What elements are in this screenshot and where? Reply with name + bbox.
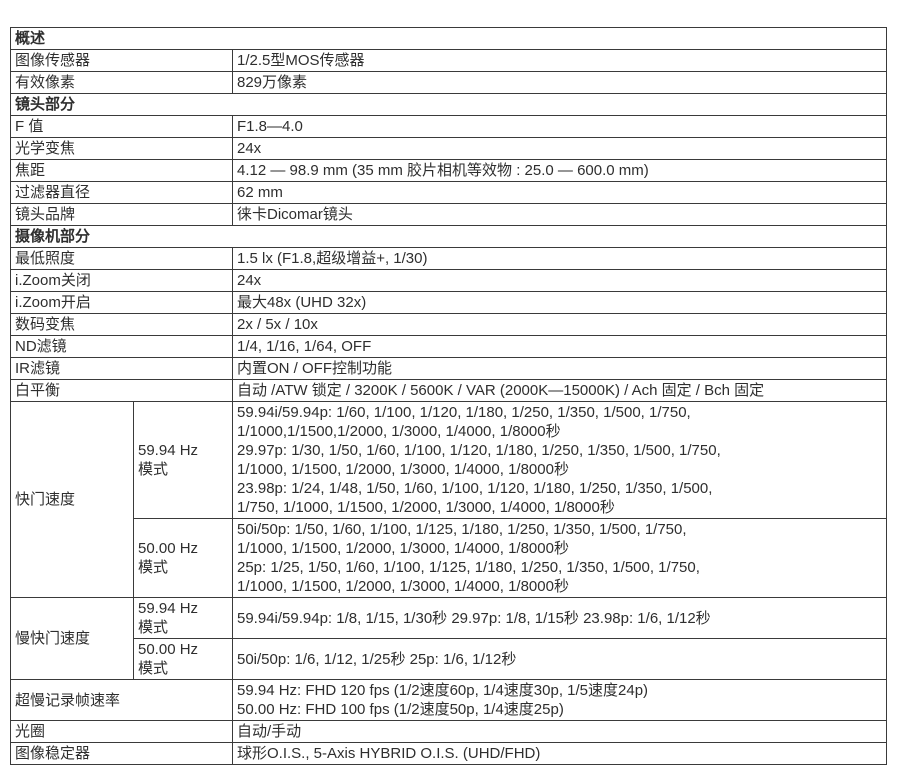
spec-label-sensor: 图像传感器 <box>10 49 233 72</box>
spec-row-pixels: 有效像素 829万像素 <box>10 71 888 94</box>
spec-label-iris: 光圈 <box>10 720 233 743</box>
spec-row-nd-filter: ND滤镜 1/4, 1/16, 1/64, OFF <box>10 335 888 358</box>
spec-value-slow-shutter-5000: 50i/50p: 1/6, 1/12, 1/25秒 25p: 1/6, 1/12… <box>231 638 888 680</box>
spec-row-iris: 光圈 自动/手动 <box>10 720 888 743</box>
spec-value-izoom-on: 最大48x (UHD 32x) <box>231 291 888 314</box>
spec-label-shutter-speed: 快门速度 <box>10 401 134 598</box>
spec-sublabel-shutter-5000: 50.00 Hz 模式 <box>133 518 233 598</box>
spec-row-filter-diameter: 过滤器直径 62 mm <box>10 181 888 204</box>
spec-value-pixels: 829万像素 <box>231 71 888 94</box>
spec-label-min-illumination: 最低照度 <box>10 247 233 270</box>
spec-value-slow-shutter-5994: 59.94i/59.94p: 1/8, 1/15, 1/30秒 29.97p: … <box>231 597 888 639</box>
spec-label-ir-filter: IR滤镜 <box>10 357 233 380</box>
spec-label-stabilizer: 图像稳定器 <box>10 742 233 765</box>
spec-label-pixels: 有效像素 <box>10 71 233 94</box>
spec-table: 概述 图像传感器 1/2.5型MOS传感器 有效像素 829万像素 镜头部分 F… <box>9 27 888 765</box>
spec-row-min-illumination: 最低照度 1.5 lx (F1.8,超级增益+, 1/30) <box>10 247 888 270</box>
section-row-overview: 概述 <box>9 27 888 50</box>
spec-row-izoom-off: i.Zoom关闭 24x <box>10 269 888 292</box>
spec-value-stabilizer: 球形O.I.S., 5-Axis HYBRID O.I.S. (UHD/FHD) <box>231 742 888 765</box>
spec-sheet: 概述 图像传感器 1/2.5型MOS传感器 有效像素 829万像素 镜头部分 F… <box>9 27 888 765</box>
section-row-lens: 镜头部分 <box>9 93 888 116</box>
spec-label-f-value: F 值 <box>10 115 233 138</box>
spec-row-lens-brand: 镜头品牌 徕卡Dicomar镜头 <box>10 203 888 226</box>
spec-sublabel-slow-shutter-5994: 59.94 Hz 模式 <box>133 597 233 639</box>
spec-value-f-value: F1.8—4.0 <box>231 115 888 138</box>
spec-label-lens-brand: 镜头品牌 <box>10 203 233 226</box>
spec-row-sensor: 图像传感器 1/2.5型MOS传感器 <box>10 49 888 72</box>
spec-value-ir-filter: 内置ON / OFF控制功能 <box>231 357 888 380</box>
spec-row-stabilizer: 图像稳定器 球形O.I.S., 5-Axis HYBRID O.I.S. (UH… <box>10 742 888 765</box>
spec-sublabel-slow-shutter-5000: 50.00 Hz 模式 <box>133 638 233 680</box>
spec-row-f-value: F 值 F1.8—4.0 <box>10 115 888 138</box>
spec-label-izoom-off: i.Zoom关闭 <box>10 269 233 292</box>
spec-label-digital-zoom: 数码变焦 <box>10 313 233 336</box>
spec-row-super-slow: 超慢记录帧速率 59.94 Hz: FHD 120 fps (1/2速度60p,… <box>10 679 888 721</box>
spec-value-shutter-5994: 59.94i/59.94p: 1/60, 1/100, 1/120, 1/180… <box>231 401 888 519</box>
spec-label-optical-zoom: 光学变焦 <box>10 137 233 160</box>
spec-label-filter-diameter: 过滤器直径 <box>10 181 233 204</box>
spec-value-optical-zoom: 24x <box>231 137 888 160</box>
section-row-camera: 摄像机部分 <box>9 225 888 248</box>
spec-row-focal-length: 焦距 4.12 — 98.9 mm (35 mm 胶片相机等效物 : 25.0 … <box>10 159 888 182</box>
section-header-camera: 摄像机部分 <box>9 225 888 248</box>
spec-value-digital-zoom: 2x / 5x / 10x <box>231 313 888 336</box>
spec-row-digital-zoom: 数码变焦 2x / 5x / 10x <box>10 313 888 336</box>
spec-label-nd-filter: ND滤镜 <box>10 335 233 358</box>
spec-value-focal-length: 4.12 — 98.9 mm (35 mm 胶片相机等效物 : 25.0 — 6… <box>231 159 888 182</box>
spec-value-super-slow: 59.94 Hz: FHD 120 fps (1/2速度60p, 1/4速度30… <box>231 679 888 721</box>
spec-value-white-balance: 自动 /ATW 锁定 / 3200K / 5600K / VAR (2000K—… <box>231 379 888 402</box>
spec-row-ir-filter: IR滤镜 内置ON / OFF控制功能 <box>10 357 888 380</box>
spec-label-super-slow: 超慢记录帧速率 <box>10 679 233 721</box>
spec-label-izoom-on: i.Zoom开启 <box>10 291 233 314</box>
section-header-overview: 概述 <box>9 27 888 50</box>
section-header-lens: 镜头部分 <box>9 93 888 116</box>
spec-value-sensor: 1/2.5型MOS传感器 <box>231 49 888 72</box>
spec-value-min-illumination: 1.5 lx (F1.8,超级增益+, 1/30) <box>231 247 888 270</box>
spec-row-shutter-5000: 50.00 Hz 模式 50i/50p: 1/50, 1/60, 1/100, … <box>11 518 888 598</box>
spec-label-slow-shutter: 慢快门速度 <box>10 597 134 680</box>
spec-value-iris: 自动/手动 <box>231 720 888 743</box>
spec-row-izoom-on: i.Zoom开启 最大48x (UHD 32x) <box>10 291 888 314</box>
spec-label-white-balance: 白平衡 <box>10 379 233 402</box>
spec-value-lens-brand: 徕卡Dicomar镜头 <box>231 203 888 226</box>
spec-value-nd-filter: 1/4, 1/16, 1/64, OFF <box>231 335 888 358</box>
spec-value-shutter-5000: 50i/50p: 1/50, 1/60, 1/100, 1/125, 1/180… <box>231 518 888 598</box>
spec-value-filter-diameter: 62 mm <box>231 181 888 204</box>
spec-row-slow-shutter-5994: 慢快门速度 59.94 Hz 模式 59.94i/59.94p: 1/8, 1/… <box>10 597 888 680</box>
spec-sublabel-shutter-5994: 59.94 Hz 模式 <box>133 401 233 519</box>
spec-row-slow-shutter-5000: 50.00 Hz 模式 50i/50p: 1/6, 1/12, 1/25秒 25… <box>11 638 888 680</box>
spec-value-izoom-off: 24x <box>231 269 888 292</box>
spec-row-optical-zoom: 光学变焦 24x <box>10 137 888 160</box>
spec-label-focal-length: 焦距 <box>10 159 233 182</box>
spec-row-shutter-5994: 快门速度 59.94 Hz 模式 59.94i/59.94p: 1/60, 1/… <box>10 401 888 598</box>
spec-row-white-balance: 白平衡 自动 /ATW 锁定 / 3200K / 5600K / VAR (20… <box>10 379 888 402</box>
